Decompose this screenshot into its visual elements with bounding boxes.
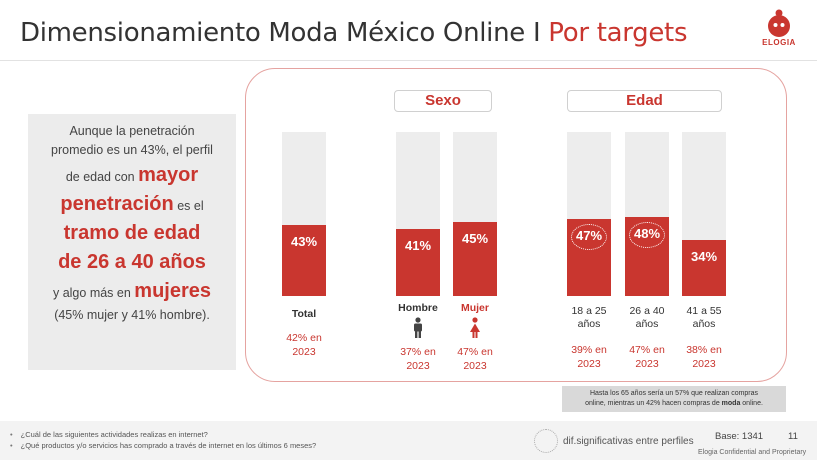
- bar-fill: [396, 229, 440, 296]
- category-label-total: Total: [291, 308, 317, 320]
- summary-line: y algo más en mujeres: [28, 277, 236, 306]
- bar-value-label: 34%: [690, 249, 718, 264]
- stat-2023-total: 42% en 2023: [269, 331, 339, 359]
- note-text: online.: [740, 399, 763, 407]
- note-text: online, mientras un 42% hacen compras de: [585, 399, 722, 407]
- category-label-age-18-25: 18 a 25 años: [554, 305, 624, 330]
- bar-fill: [682, 240, 726, 296]
- stat-line: 47% en: [629, 344, 665, 356]
- logo-text: ELOGIA: [762, 38, 796, 47]
- category-label-mujer: Mujer: [460, 302, 489, 314]
- category-label-age-26-40: 26 a 40 años: [612, 305, 682, 330]
- category-label-line: años: [692, 317, 716, 330]
- confidential-notice: Elogia Confidential and Proprietary: [698, 449, 807, 456]
- summary-highlight: penetración: [60, 192, 174, 215]
- stat-2023-age-26-40: 47% en 2023: [612, 343, 682, 371]
- summary-box: Aunque la penetración promedio es un 43%…: [28, 114, 236, 370]
- significance-dotted-circle-icon: [571, 224, 607, 250]
- summary-highlight: mujeres: [134, 279, 211, 302]
- summary-text: es el: [173, 198, 204, 213]
- footer-question-1: ¿Cuál de las siguientes actividades real…: [10, 430, 208, 439]
- significance-dotted-circle-icon: [534, 429, 558, 453]
- title-main: Dimensionamiento Moda México Online I: [20, 18, 549, 48]
- summary-line: promedio es un 43%, el perfil: [51, 143, 213, 158]
- bar-column-age-41-55: 34%: [682, 132, 726, 296]
- category-label-line: años: [635, 317, 659, 330]
- category-label-age-41-55: 41 a 55 años: [669, 305, 739, 330]
- page-title: Dimensionamiento Moda México Online I Po…: [20, 18, 688, 48]
- stat-line: 2023: [463, 360, 487, 373]
- title-divider: [0, 60, 817, 61]
- significance-dotted-circle-icon: [629, 222, 665, 248]
- stat-line: 2023: [692, 358, 716, 371]
- chart-frame: [245, 68, 787, 382]
- bar-value-label: 45%: [461, 231, 489, 246]
- title-accent: Por targets: [548, 18, 688, 48]
- summary-line: (45% mujer y 41% hombre).: [54, 307, 210, 322]
- note-box: Hasta los 65 años sería un 57% que reali…: [562, 386, 786, 412]
- stat-line: 2023: [292, 346, 316, 359]
- stat-line: 42% en: [286, 332, 322, 344]
- stat-2023-hombre: 37% en 2023: [383, 345, 453, 373]
- stat-line: 2023: [577, 358, 601, 371]
- summary-line: Aunque la penetración: [69, 124, 195, 138]
- summary-highlight: tramo de edad: [63, 221, 201, 244]
- stat-2023-age-18-25: 39% en 2023: [554, 343, 624, 371]
- female-person-icon: [468, 317, 482, 344]
- stat-line: 2023: [406, 360, 430, 373]
- male-person-icon: [411, 317, 425, 344]
- elogia-logo: ELOGIA: [748, 8, 810, 48]
- category-label-line: 26 a 40: [629, 305, 665, 317]
- stat-line: 47% en: [457, 346, 493, 358]
- significance-legend: dif.significativas entre perfiles: [563, 436, 694, 447]
- elogia-logo-mark: [768, 9, 790, 37]
- category-label-line: 41 a 55: [686, 305, 722, 317]
- bar-column-age-26-40: 48%: [625, 132, 669, 296]
- note-line: online, mientras un 42% hacen compras de…: [562, 399, 786, 409]
- bar-column-mujer: 45%: [453, 132, 497, 296]
- footer-question-2: ¿Qué productos y/o servicios has comprad…: [10, 441, 317, 450]
- stat-2023-age-41-55: 38% en 2023: [669, 343, 739, 371]
- bar-fill: [453, 222, 497, 296]
- footer: ¿Cuál de las siguientes actividades real…: [0, 421, 817, 460]
- stat-line: 39% en: [571, 344, 607, 356]
- summary-highlight: mayor: [138, 163, 199, 186]
- group-tag-sexo: Sexo: [394, 90, 492, 112]
- summary-highlight: de 26 a 40 años: [58, 250, 206, 273]
- summary-line: de edad con mayor: [28, 161, 236, 190]
- note-line: Hasta los 65 años sería un 57% que reali…: [589, 390, 759, 397]
- stat-line: 2023: [635, 358, 659, 371]
- category-label-hombre: Hombre: [398, 302, 438, 314]
- summary-line: penetración es el: [28, 190, 236, 219]
- summary-text: y algo más en: [52, 285, 135, 300]
- page-number: 11: [788, 431, 798, 442]
- stat-2023-mujer: 47% en 2023: [440, 345, 510, 373]
- bar-fill: [282, 225, 326, 296]
- bar-column-total: 43%: [282, 132, 326, 296]
- summary-line: tramo de edad: [28, 219, 236, 248]
- category-label-line: años: [577, 317, 601, 330]
- bar-value-label: 43%: [290, 234, 318, 249]
- summary-line: de 26 a 40 años: [28, 248, 236, 277]
- summary-text: de edad con: [65, 169, 139, 184]
- bar-value-label: 41%: [404, 238, 432, 253]
- stat-line: 37% en: [400, 346, 436, 358]
- category-label-line: 18 a 25: [571, 305, 607, 317]
- note-bold: moda: [721, 399, 741, 407]
- bar-column-age-18-25: 47%: [567, 132, 611, 296]
- bar-column-hombre: 41%: [396, 132, 440, 296]
- group-tag-edad: Edad: [567, 90, 722, 112]
- stat-line: 38% en: [686, 344, 722, 356]
- base-count: Base: 1341: [715, 431, 764, 442]
